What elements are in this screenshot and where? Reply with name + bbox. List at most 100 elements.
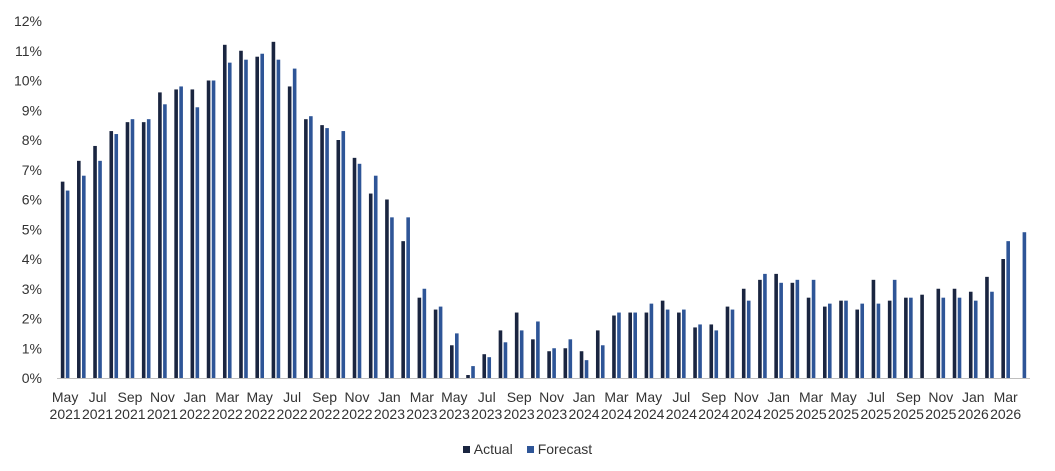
bar-actual xyxy=(93,145,97,378)
x-tick-year: 2025 xyxy=(763,406,794,422)
x-tick-year: 2025 xyxy=(925,406,956,422)
bar-forecast xyxy=(276,59,281,379)
x-tick-year: 2023 xyxy=(374,406,405,422)
bar-actual xyxy=(222,44,227,379)
x-tick-year: 2023 xyxy=(471,406,502,422)
bar-forecast xyxy=(957,297,962,378)
bar-actual xyxy=(255,56,260,378)
bar-forecast xyxy=(1006,241,1010,378)
bar-forecast xyxy=(600,345,605,378)
bar-forecast xyxy=(552,348,556,378)
bar-actual xyxy=(855,309,860,378)
bar-forecast xyxy=(406,217,410,378)
x-tick-year: 2022 xyxy=(244,406,275,422)
x-tick-month: Jan xyxy=(184,389,207,405)
bar-actual xyxy=(871,279,876,378)
x-tick-month: Sep xyxy=(896,389,921,405)
bar-forecast xyxy=(503,342,508,378)
bar-actual xyxy=(287,86,292,378)
y-tick-label: 6% xyxy=(22,192,42,208)
x-tick-year: 2024 xyxy=(731,406,762,422)
bar-actual xyxy=(498,330,503,378)
bar-actual xyxy=(352,157,357,378)
y-tick-label: 0% xyxy=(22,370,42,386)
bar-forecast xyxy=(487,357,492,378)
bar-forecast xyxy=(811,279,816,378)
bar-actual xyxy=(239,50,243,378)
x-tick-year: 2021 xyxy=(50,406,81,422)
bar-forecast xyxy=(179,86,183,378)
x-tick-year: 2026 xyxy=(990,406,1021,422)
bar-forecast xyxy=(422,288,427,378)
bar-forecast xyxy=(341,131,346,378)
legend-item-actual: Actual xyxy=(462,441,513,457)
bar-actual xyxy=(628,312,632,378)
bar-actual xyxy=(887,300,892,378)
x-tick-month: Jul xyxy=(89,389,107,405)
legend-swatch-forecast xyxy=(526,445,534,453)
x-tick-month: May xyxy=(246,389,272,405)
x-tick-year: 2025 xyxy=(860,406,891,422)
bar-forecast xyxy=(990,291,994,378)
bar-actual xyxy=(336,140,341,378)
bar-actual xyxy=(385,199,389,378)
x-tick-year: 2024 xyxy=(633,406,664,422)
bar-forecast xyxy=(455,333,459,379)
x-tick-month: Nov xyxy=(150,389,175,405)
x-tick-year: 2023 xyxy=(536,406,567,422)
bar-forecast xyxy=(584,360,589,378)
bar-actual xyxy=(109,131,114,378)
bar-actual xyxy=(920,294,924,378)
x-tick-month: Jan xyxy=(962,389,985,405)
bar-forecast xyxy=(730,309,735,378)
x-tick-month: Nov xyxy=(734,389,759,405)
bar-actual xyxy=(417,297,422,378)
x-tick-year: 2021 xyxy=(82,406,113,422)
x-tick-month: Jul xyxy=(283,389,301,405)
x-tick-month: Nov xyxy=(345,389,370,405)
y-tick-label: 9% xyxy=(22,102,42,118)
bar-forecast xyxy=(114,134,119,378)
bar-forecast xyxy=(65,190,70,378)
bar-forecast xyxy=(665,309,670,378)
x-tick-month: Jan xyxy=(767,389,790,405)
x-tick-year: 2022 xyxy=(341,406,372,422)
bar-actual xyxy=(904,297,908,378)
bar-forecast xyxy=(892,279,897,378)
bar-actual xyxy=(677,312,681,378)
bar-actual xyxy=(579,351,584,378)
x-tick-year: 2024 xyxy=(568,406,599,422)
x-tick-year: 2022 xyxy=(212,406,243,422)
bar-actual xyxy=(450,345,454,378)
chart-bars xyxy=(60,41,1027,379)
bar-actual xyxy=(644,312,649,378)
x-tick-month: May xyxy=(636,389,662,405)
x-tick-year: 2022 xyxy=(309,406,340,422)
y-axis-tick-labels: 0% 1% 2% 3% 4% 5% 6% 7% 8% 9% 10% 11% 12% xyxy=(14,13,42,386)
bar-forecast xyxy=(827,303,832,379)
bar-forecast xyxy=(876,303,881,379)
bar-forecast xyxy=(260,53,265,378)
bar-actual xyxy=(304,119,308,379)
x-tick-month: Nov xyxy=(539,389,564,405)
bar-actual xyxy=(158,92,162,379)
bar-forecast xyxy=(633,312,637,378)
x-tick-month: Sep xyxy=(507,389,532,405)
y-tick-label: 10% xyxy=(14,73,42,89)
bar-actual xyxy=(758,279,762,378)
x-tick-month: Nov xyxy=(928,389,953,405)
x-tick-month: Sep xyxy=(701,389,726,405)
bar-actual xyxy=(401,241,405,378)
bar-actual xyxy=(77,160,81,378)
y-tick-label: 11% xyxy=(15,43,42,59)
x-tick-month: Sep xyxy=(312,389,337,405)
y-tick-label: 8% xyxy=(22,132,42,148)
chart-legend: Actual Forecast xyxy=(0,441,1055,457)
bar-forecast xyxy=(292,68,297,378)
bar-forecast xyxy=(211,80,216,378)
bar-actual xyxy=(320,125,324,379)
x-tick-month: Jan xyxy=(378,389,401,405)
x-tick-year: 2022 xyxy=(277,406,308,422)
legend-swatch-actual xyxy=(462,445,470,453)
bar-forecast xyxy=(844,300,848,378)
